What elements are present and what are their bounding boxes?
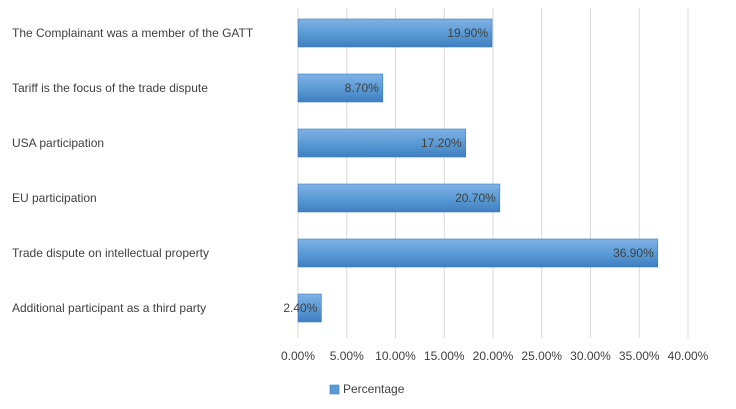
x-tick-labels: 0.00% 5.00% 10.00% 15.00% 20.00% 25.00% 30.00%… <box>281 349 709 363</box>
legend: Percentage <box>329 382 405 396</box>
data-label: 2.40% <box>283 301 317 315</box>
data-label: 8.70% <box>345 81 379 95</box>
legend-label: Percentage <box>343 382 405 396</box>
category-label: USA participation <box>12 136 104 150</box>
x-tick-label: 0.00% <box>281 349 315 363</box>
x-tick-label: 30.00% <box>570 349 611 363</box>
x-tick-label: 25.00% <box>521 349 562 363</box>
data-label: 36.90% <box>613 246 654 260</box>
data-label: 19.90% <box>447 26 488 40</box>
category-label: The Complainant was a member of the GATT <box>12 26 254 40</box>
x-tick-label: 35.00% <box>619 349 660 363</box>
category-label: Tariff is the focus of the trade dispute <box>12 81 208 95</box>
category-label: EU participation <box>12 191 97 205</box>
data-label: 17.20% <box>421 136 462 150</box>
legend-swatch <box>329 384 340 395</box>
data-label: 20.70% <box>455 191 496 205</box>
bar <box>297 183 501 213</box>
x-tick-label: 40.00% <box>668 349 709 363</box>
x-tick-label: 20.00% <box>473 349 514 363</box>
x-tick-label: 15.00% <box>424 349 465 363</box>
bar <box>297 128 466 158</box>
grid-lines <box>297 8 689 338</box>
bar <box>297 73 384 103</box>
category-labels: The Complainant was a member of the GATT… <box>12 26 254 315</box>
data-labels: 19.90% 8.70% 17.20% 20.70% 36.90% 2.40% <box>283 26 654 315</box>
bar <box>297 18 493 48</box>
category-label: Additional participant as a third party <box>12 301 206 315</box>
x-tick-label: 10.00% <box>375 349 416 363</box>
category-label: Trade dispute on intellectual property <box>12 246 209 260</box>
bar <box>297 293 322 323</box>
x-tick-label: 5.00% <box>330 349 364 363</box>
bars <box>297 18 659 323</box>
bar <box>297 238 659 268</box>
